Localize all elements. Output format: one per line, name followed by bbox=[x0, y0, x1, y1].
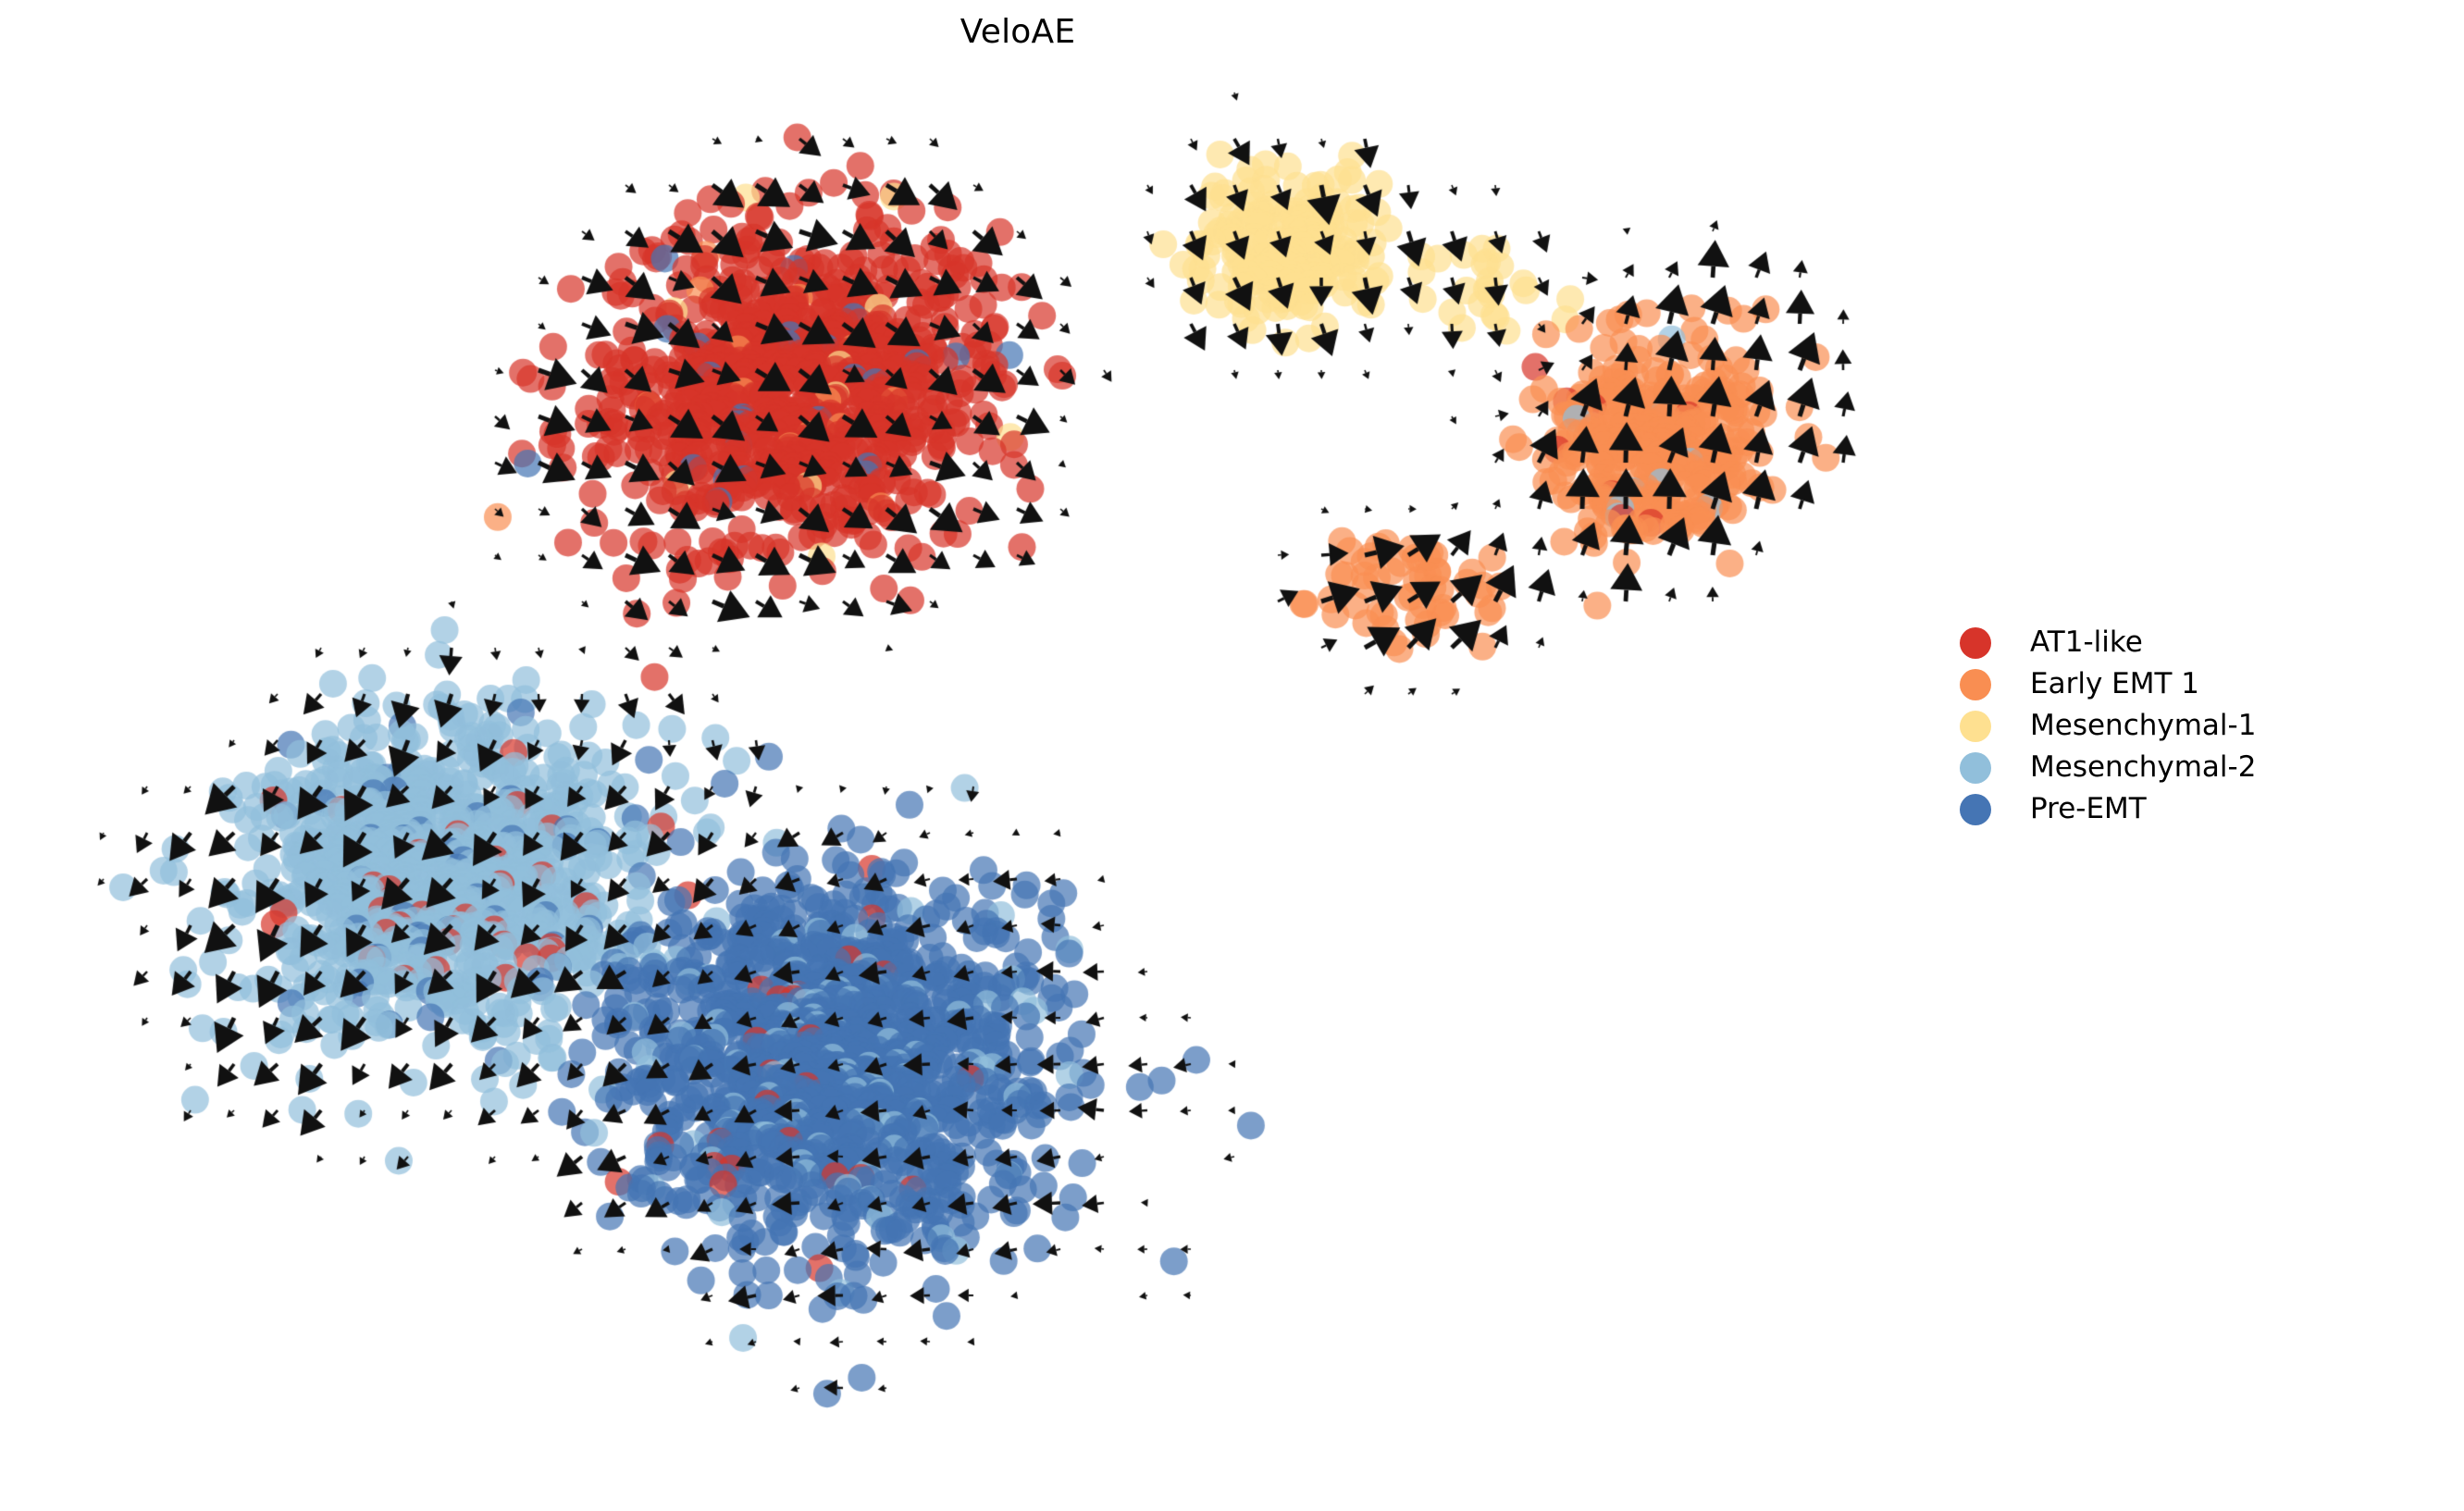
legend-item-mesenchymal-2[interactable]: Mesenchymal-2 bbox=[1943, 747, 2424, 788]
legend-item-label: Mesenchymal-1 bbox=[2030, 709, 2257, 742]
legend-swatch-icon bbox=[1960, 751, 1991, 784]
scatter-plot-axes bbox=[0, 56, 1934, 1511]
legend-swatch-icon bbox=[1960, 793, 1991, 825]
legend-item-label: AT1-like bbox=[2030, 625, 2143, 659]
legend-item-label: Early EMT 1 bbox=[2030, 667, 2199, 700]
legend-item-label: Mesenchymal-2 bbox=[2030, 750, 2257, 784]
legend-item-label: Pre-EMT bbox=[2030, 792, 2147, 825]
legend-swatch-icon bbox=[1960, 626, 1991, 659]
legend-swatch-icon bbox=[1960, 710, 1991, 742]
legend-item-early-emt-1[interactable]: Early EMT 1 bbox=[1943, 663, 2424, 705]
legend: AT1-like Early EMT 1 Mesenchymal-1 Mesenchy… bbox=[1943, 622, 2424, 830]
legend-swatch-icon bbox=[1960, 668, 1991, 700]
legend-item-at1-like[interactable]: AT1-like bbox=[1943, 622, 2424, 663]
legend-item-mesenchymal-1[interactable]: Mesenchymal-1 bbox=[1943, 705, 2424, 747]
scatter-points-layer bbox=[0, 56, 1934, 1511]
page-title: VeloAE bbox=[960, 13, 1076, 51]
legend-item-pre-emt[interactable]: Pre-EMT bbox=[1943, 788, 2424, 830]
